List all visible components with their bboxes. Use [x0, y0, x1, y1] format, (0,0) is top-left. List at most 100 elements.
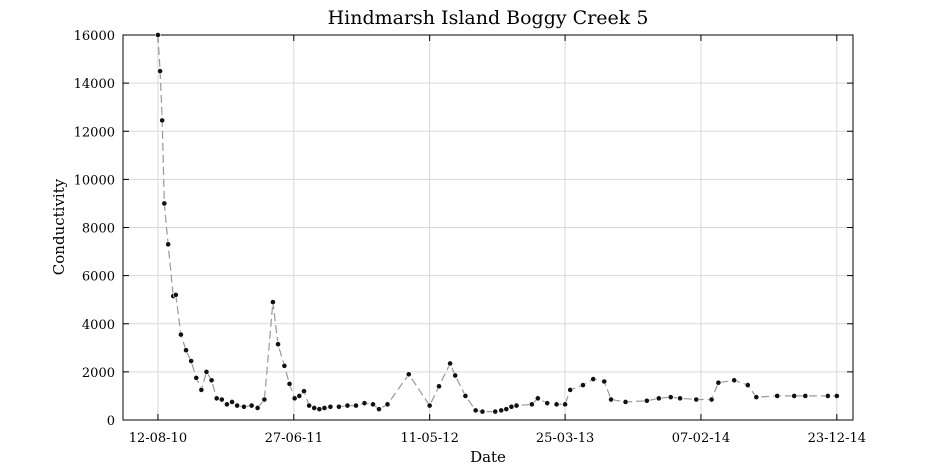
data-point [172, 291, 179, 298]
data-point [744, 382, 751, 389]
x-tick-label: 23-12-14 [808, 431, 866, 446]
data-point [281, 362, 288, 369]
data-point [472, 407, 479, 414]
data-point [155, 32, 161, 38]
tick-layer: 0 2000 4000 6000 8000 10000 12000 14000 16000 12-… [74, 29, 866, 446]
data-point [405, 371, 412, 378]
data-point [553, 401, 560, 408]
data-point [370, 401, 376, 408]
data-point [462, 393, 469, 399]
data-point [316, 406, 323, 413]
data-point [327, 403, 334, 410]
data-point [622, 399, 629, 405]
y-tick-label: 14000 [74, 77, 115, 92]
data-point [774, 393, 781, 399]
data-point [321, 405, 328, 411]
grid-layer [123, 35, 853, 420]
data-point [655, 395, 662, 402]
y-tick-label: 6000 [82, 270, 115, 285]
data-point [188, 358, 195, 364]
data-point [534, 395, 541, 402]
data-point [601, 378, 608, 385]
data-point [452, 372, 459, 379]
x-tick-label: 11-05-12 [400, 431, 458, 446]
data-point [693, 396, 700, 403]
y-tick-label: 4000 [82, 318, 115, 333]
data-point [218, 396, 225, 403]
data-point [643, 397, 650, 404]
x-tick-label: 07-02-14 [672, 431, 730, 446]
data-point [677, 395, 683, 402]
data-point [301, 388, 307, 395]
data-point [311, 405, 318, 411]
data-point [528, 401, 535, 408]
series-line [157, 34, 837, 413]
data-point [731, 377, 738, 384]
data-point [580, 382, 586, 389]
data-point [361, 400, 368, 407]
data-point [562, 401, 568, 408]
data-point [241, 403, 247, 410]
data-point [567, 387, 574, 393]
y-tick-label: 12000 [74, 125, 115, 140]
data-point [291, 395, 298, 402]
data-point [508, 403, 515, 410]
data-point [208, 377, 215, 384]
data-point [161, 200, 168, 207]
data-point [513, 402, 520, 409]
x-axis-label: Date [470, 448, 506, 466]
data-point [384, 401, 391, 408]
point-layer [155, 32, 840, 415]
data-point [270, 299, 276, 305]
chart-title: Hindmarsh Island Boggy Creek 5 [328, 7, 649, 29]
data-point [234, 402, 241, 409]
data-point [479, 408, 486, 415]
data-point [193, 374, 200, 381]
x-tick-label: 27-06-11 [265, 431, 323, 446]
data-point [503, 406, 510, 413]
data-point [608, 396, 614, 403]
y-tick-label: 10000 [74, 173, 115, 188]
y-axis-label: Conductivity [50, 178, 68, 275]
data-point [213, 395, 220, 402]
data-point [492, 408, 499, 415]
data-point [667, 394, 674, 401]
data-point [261, 396, 268, 403]
data-point [344, 402, 351, 409]
data-point [157, 68, 163, 74]
y-tick-label: 8000 [82, 222, 115, 237]
data-point [336, 403, 342, 410]
data-point [286, 381, 293, 387]
y-tick-label: 2000 [82, 366, 115, 381]
data-point [165, 241, 172, 248]
data-point [198, 387, 205, 393]
data-point [353, 402, 359, 409]
data-point [544, 400, 551, 407]
y-tick-label: 16000 [74, 29, 115, 44]
data-point [833, 393, 840, 399]
data-point [436, 383, 442, 390]
data-point [498, 407, 505, 414]
data-point [753, 394, 760, 401]
data-point [824, 393, 831, 399]
data-point [708, 396, 715, 403]
data-point [183, 347, 189, 354]
x-tick-label: 12-08-10 [129, 431, 187, 446]
data-point [306, 402, 313, 409]
data-point [590, 376, 597, 382]
data-point [224, 401, 230, 408]
x-tick-label: 25-03-13 [536, 431, 594, 446]
y-tick-label: 0 [107, 414, 115, 429]
data-point [426, 402, 433, 409]
data-point [715, 379, 722, 386]
data-point [791, 393, 798, 399]
data-point [275, 341, 281, 348]
data-point [296, 393, 303, 399]
data-point [229, 399, 235, 405]
data-point [203, 368, 210, 375]
data-point [376, 406, 382, 413]
data-point [254, 405, 261, 411]
data-point [159, 117, 166, 124]
data-point [178, 331, 184, 338]
